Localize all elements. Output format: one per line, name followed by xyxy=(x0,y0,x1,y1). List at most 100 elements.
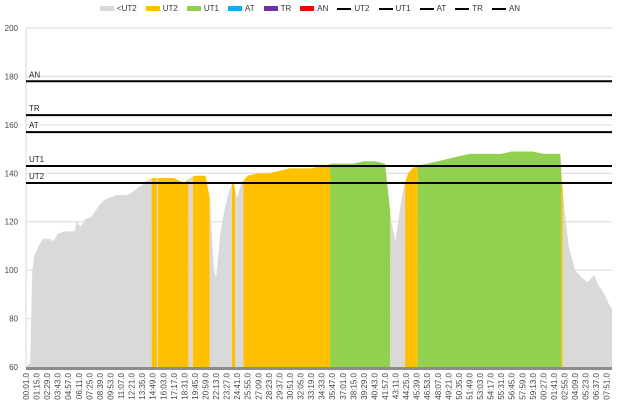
legend-swatch xyxy=(419,7,434,10)
legend-swatch xyxy=(263,6,278,11)
x-tick-label: 04:09.0 xyxy=(571,372,580,399)
x-tick-label: 20:59.0 xyxy=(202,372,211,399)
x-tick-label: 29:37.0 xyxy=(275,372,284,399)
legend-swatch xyxy=(337,7,352,10)
zone-area-ut1 xyxy=(330,161,391,367)
x-tick-label: 38:15.0 xyxy=(349,372,358,399)
x-tick-label: 18:31.0 xyxy=(180,372,189,399)
x-tick-label: 06:37.0 xyxy=(592,372,601,399)
x-tick-label: 46:53.0 xyxy=(423,372,432,399)
y-tick-label: 80 xyxy=(9,315,18,324)
legend-label: AN xyxy=(317,4,329,13)
x-tick-label: 33:19.0 xyxy=(307,372,316,399)
y-tick-label: 200 xyxy=(5,24,19,33)
legend-label: AT xyxy=(436,4,447,13)
y-tick-label: 100 xyxy=(5,266,19,275)
x-tick-label: 17:17.0 xyxy=(170,372,179,399)
x-tick-label: 56:45.0 xyxy=(508,372,517,399)
x-tick-label: 35:47.0 xyxy=(328,372,337,399)
legend-swatch xyxy=(227,6,242,11)
legend-item-area-ut1: UT1 xyxy=(186,4,219,13)
legend-label: <UT2 xyxy=(116,4,137,13)
zone-area-ut2 xyxy=(561,169,563,367)
legend-swatch xyxy=(378,7,393,10)
threshold-label-ut1: UT1 xyxy=(29,155,45,164)
x-tick-label: 08:39.0 xyxy=(96,372,105,399)
x-tick-label: 22:13.0 xyxy=(212,372,221,399)
x-tick-label: 03:43.0 xyxy=(54,372,63,399)
x-tick-label: 00:01.0 xyxy=(22,372,31,399)
x-tick-label: 45:39.0 xyxy=(413,372,422,399)
x-tick-label: 19:45.0 xyxy=(191,372,200,399)
x-tick-label: 14:49.0 xyxy=(149,372,158,399)
legend-label: TR xyxy=(280,4,292,13)
x-tick-label: 54:17.0 xyxy=(487,372,496,399)
x-tick-label: 51:49.0 xyxy=(466,372,475,399)
legend-item-line-ut2: UT2 xyxy=(337,4,370,13)
x-tick-label: 13:35.0 xyxy=(138,372,147,399)
legend-swatch xyxy=(145,6,160,11)
x-tick-label: 16:03.0 xyxy=(159,372,168,399)
legend-label: UT1 xyxy=(395,4,411,13)
x-tick-label: 01:15.0 xyxy=(33,372,42,399)
zone-area-below-ut2 xyxy=(235,180,244,367)
zone-area-below-ut2 xyxy=(188,176,193,367)
legend-label: UT1 xyxy=(203,4,219,13)
legend-item-area-ut2: UT2 xyxy=(145,4,178,13)
zone-area-below-ut2 xyxy=(390,182,406,367)
zone-area-ut2 xyxy=(192,175,210,367)
legend-label: UT2 xyxy=(162,4,178,13)
y-tick-label: 60 xyxy=(9,363,18,372)
x-tick-label: 04:57.0 xyxy=(64,372,73,399)
legend-item-area-tr: TR xyxy=(263,4,292,13)
x-tick-label: 37:01.0 xyxy=(339,372,348,399)
x-tick-label: 00:27.0 xyxy=(539,372,548,399)
zone-area-below-ut2 xyxy=(209,183,232,367)
x-tick-label: 40:43.0 xyxy=(370,372,379,399)
x-axis-ticks: 00:01.0 01:15.0 02:29.0 03:43.0 04:57.0 06:11… xyxy=(22,372,612,399)
threshold-label-an: AN xyxy=(29,70,40,79)
legend-label: TR xyxy=(472,4,483,13)
x-tick-label: 39:29.0 xyxy=(360,372,369,399)
zone-area-below-ut2 xyxy=(26,178,152,367)
x-tick-label: 12:21.0 xyxy=(128,372,137,399)
x-tick-label: 48:07.0 xyxy=(434,372,443,399)
x-tick-label: 30:51.0 xyxy=(286,372,295,399)
x-tick-label: 02:55.0 xyxy=(561,372,570,399)
x-tick-label: 32:05.0 xyxy=(297,372,306,399)
threshold-label-tr: TR xyxy=(29,104,40,113)
zone-area-below-ut2 xyxy=(156,178,158,367)
x-tick-label: 43:11.0 xyxy=(392,372,401,399)
zone-area-ut2 xyxy=(231,180,236,367)
legend-swatch xyxy=(300,6,315,11)
legend-item-line-tr: TR xyxy=(455,4,483,13)
zone-area-ut1 xyxy=(417,151,562,367)
zone-area-ut2 xyxy=(405,165,418,367)
x-tick-label: 55:31.0 xyxy=(497,372,506,399)
x-tick-label: 07:25.0 xyxy=(85,372,94,399)
x-tick-label: 41:57.0 xyxy=(381,372,390,399)
x-tick-label: 23:27.0 xyxy=(223,372,232,399)
x-tick-label: 49:21.0 xyxy=(444,372,453,399)
x-tick-label: 34:33.0 xyxy=(318,372,327,399)
threshold-lines: UT2 UT1 AT TR AN xyxy=(26,70,612,184)
x-tick-label: 44:25.0 xyxy=(402,372,411,399)
x-tick-label: 59:13.0 xyxy=(529,372,538,399)
chart-legend: <UT2 UT2 UT1 AT TR AN UT2 UT1 AT TR AN xyxy=(0,4,620,13)
zone-area-ut2 xyxy=(151,178,157,367)
y-axis-ticks: 60 80 100 120 140 160 180 200 xyxy=(5,24,19,372)
y-tick-label: 120 xyxy=(5,218,19,227)
x-tick-label: 02:29.0 xyxy=(43,372,52,399)
threshold-label-at: AT xyxy=(29,121,39,130)
legend-item-line-an: AN xyxy=(491,4,521,13)
x-tick-label: 09:53.0 xyxy=(107,372,116,399)
x-tick-label: 50:35.0 xyxy=(455,372,464,399)
zone-areas xyxy=(26,151,612,367)
legend-swatch xyxy=(186,6,201,11)
legend-swatch xyxy=(455,7,470,10)
x-tick-label: 53:03.0 xyxy=(476,372,485,399)
legend-label: AN xyxy=(508,4,521,13)
x-axis-line xyxy=(26,367,612,370)
zone-area-ut2 xyxy=(243,164,331,367)
